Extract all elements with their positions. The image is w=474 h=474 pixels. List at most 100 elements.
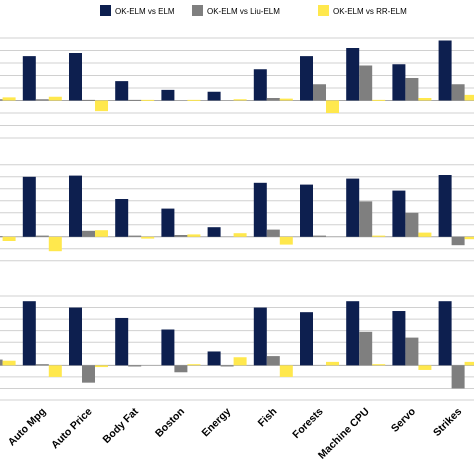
bar-ok-elm-vs-elm-machine-cpu <box>346 178 360 237</box>
legend-label-ok-elm-vs-rr-elm: OK-ELM vs RR-ELM <box>333 7 407 16</box>
bar-ok-elm-vs-rr-elm-auto-mpg <box>48 96 62 101</box>
bar-ok-elm-vs-elm-boston <box>161 89 175 101</box>
bar-ok-elm-vs-rr-elm-energy <box>233 233 247 237</box>
bar-ok-elm-vs-rr-elm-strikes <box>464 94 474 101</box>
x-tick-label-fish: Fish <box>256 406 280 430</box>
bar-ok-elm-vs-liu-elm-boston <box>174 235 188 237</box>
bar-ok-elm-vs-liu-elm-auto-mpg <box>35 99 49 101</box>
x-axis-labels: Auto Mpg Auto Price Body Fat Boston Energy Fi… <box>6 405 465 461</box>
chart-legend: OK-ELM vs ELM OK-ELM vs Liu-ELM OK-ELM vs … <box>100 5 407 16</box>
bar-ok-elm-vs-liu-elm-strikes <box>451 84 465 101</box>
bar-ok-elm-vs-rr-elm-cat-0 <box>2 97 16 101</box>
bar-ok-elm-vs-elm-body-fat <box>115 317 129 366</box>
bar-ok-elm-vs-liu-elm-servo <box>405 337 419 366</box>
bar-ok-elm-vs-rr-elm-servo <box>418 98 432 101</box>
bar-ok-elm-vs-liu-elm-boston <box>174 365 188 373</box>
bar-ok-elm-vs-elm-machine-cpu <box>346 48 360 101</box>
bar-ok-elm-vs-liu-elm-energy <box>220 365 234 367</box>
bar-ok-elm-vs-elm-servo <box>392 311 406 366</box>
bar-ok-elm-vs-liu-elm-auto-price <box>82 365 95 383</box>
bar-ok-elm-vs-liu-elm-servo <box>405 212 419 237</box>
bar-ok-elm-vs-rr-elm-auto-price <box>95 230 108 237</box>
bar-ok-elm-vs-rr-elm-energy <box>233 99 247 101</box>
bar-ok-elm-vs-liu-elm-strikes <box>451 236 465 246</box>
bar-ok-elm-vs-elm-strikes <box>438 175 452 237</box>
x-tick-label-auto-price: Auto Price <box>49 406 95 452</box>
bar-ok-elm-vs-rr-elm-cat-0 <box>2 360 16 366</box>
bar-ok-elm-vs-rr-elm-servo <box>418 232 432 237</box>
bar-ok-elm-vs-rr-elm-forests <box>326 361 339 366</box>
bar-ok-elm-vs-elm-strikes <box>438 301 452 366</box>
bar-ok-elm-vs-elm-energy <box>207 351 221 366</box>
bar-ok-elm-vs-liu-elm-auto-mpg <box>35 235 49 237</box>
bar-ok-elm-vs-rr-elm-boston <box>187 99 201 101</box>
bar-ok-elm-vs-elm-fish <box>253 69 267 101</box>
bar-ok-elm-vs-rr-elm-auto-price <box>95 365 108 368</box>
bar-ok-elm-vs-rr-elm-servo <box>418 365 432 370</box>
bar-ok-elm-vs-liu-elm-fish <box>266 356 280 366</box>
bar-ok-elm-vs-rr-elm-energy <box>233 357 247 366</box>
bar-ok-elm-vs-rr-elm-fish <box>279 98 293 101</box>
x-tick-label-auto-mpg: Auto Mpg <box>6 406 49 449</box>
bar-ok-elm-vs-liu-elm-body-fat <box>128 365 142 367</box>
panel-2 <box>0 164 474 262</box>
bar-ok-elm-vs-rr-elm-strikes <box>464 236 474 240</box>
legend-swatch-ok-elm-vs-rr-elm <box>318 5 329 16</box>
chart-panels <box>0 37 474 401</box>
bar-ok-elm-vs-liu-elm-fish <box>266 229 280 237</box>
bar-ok-elm-vs-elm-forests <box>300 184 313 237</box>
bar-ok-elm-vs-liu-elm-machine-cpu <box>359 201 373 237</box>
bar-ok-elm-vs-elm-boston <box>161 329 175 366</box>
legend-label-ok-elm-vs-elm: OK-ELM vs ELM <box>115 7 175 16</box>
bar-ok-elm-vs-liu-elm-fish <box>266 98 280 101</box>
bar-ok-elm-vs-elm-energy <box>207 91 221 101</box>
bar-ok-elm-vs-elm-auto-mpg <box>22 176 36 237</box>
bar-ok-elm-vs-liu-elm-forests <box>313 235 326 237</box>
bar-ok-elm-vs-elm-body-fat <box>115 81 129 101</box>
bar-ok-elm-vs-liu-elm-auto-mpg <box>35 364 49 366</box>
bar-ok-elm-vs-liu-elm-cat-0 <box>0 236 3 238</box>
bar-ok-elm-vs-rr-elm-fish <box>279 236 293 245</box>
bar-ok-elm-vs-elm-servo <box>392 190 406 237</box>
bar-ok-elm-vs-liu-elm-auto-price <box>82 230 95 237</box>
bar-ok-elm-vs-rr-elm-forests <box>326 100 339 113</box>
bar-ok-elm-vs-elm-fish <box>253 307 267 366</box>
bar-ok-elm-vs-liu-elm-machine-cpu <box>359 331 373 366</box>
x-tick-label-strikes: Strikes <box>431 406 464 439</box>
bar-ok-elm-vs-rr-elm-strikes <box>464 361 474 366</box>
bar-ok-elm-vs-liu-elm-cat-0 <box>0 359 3 366</box>
bar-ok-elm-vs-liu-elm-body-fat <box>128 99 142 101</box>
bar-ok-elm-vs-rr-elm-fish <box>279 365 293 377</box>
bar-ok-elm-vs-rr-elm-machine-cpu <box>372 99 386 101</box>
bar-ok-elm-vs-liu-elm-machine-cpu <box>359 65 373 101</box>
x-tick-label-boston: Boston <box>153 406 187 440</box>
bar-ok-elm-vs-elm-servo <box>392 64 406 101</box>
x-tick-label-forests: Forests <box>290 406 325 441</box>
bar-ok-elm-vs-rr-elm-cat-0 <box>2 236 16 241</box>
x-tick-label-energy: Energy <box>200 406 234 440</box>
bar-ok-elm-vs-liu-elm-cat-0 <box>0 99 3 101</box>
bar-ok-elm-vs-elm-body-fat <box>115 199 129 237</box>
panel-1 <box>0 37 474 139</box>
bar-ok-elm-vs-elm-forests <box>300 56 313 101</box>
bar-ok-elm-vs-elm-machine-cpu <box>346 301 360 366</box>
bar-ok-elm-vs-rr-elm-boston <box>187 234 201 237</box>
bar-ok-elm-vs-rr-elm-body-fat <box>141 99 155 101</box>
legend-swatch-ok-elm-vs-liu-elm <box>192 5 203 16</box>
x-tick-label-servo: Servo <box>389 406 418 435</box>
bar-ok-elm-vs-elm-auto-mpg <box>22 301 36 366</box>
bar-ok-elm-vs-liu-elm-auto-price <box>82 99 95 101</box>
legend-swatch-ok-elm-vs-elm <box>100 5 111 16</box>
bar-ok-elm-vs-liu-elm-strikes <box>451 365 465 389</box>
bar-ok-elm-vs-elm-auto-price <box>69 307 82 366</box>
bar-ok-elm-vs-elm-energy <box>207 227 221 237</box>
panel-3 <box>0 295 474 401</box>
x-tick-label-body-fat: Body Fat <box>101 405 142 446</box>
bar-ok-elm-vs-rr-elm-machine-cpu <box>372 235 386 237</box>
bar-ok-elm-vs-elm-auto-price <box>69 175 82 237</box>
bar-ok-elm-vs-rr-elm-auto-price <box>95 100 108 112</box>
bar-ok-elm-vs-liu-elm-forests <box>313 84 326 101</box>
bar-ok-elm-vs-liu-elm-body-fat <box>128 235 142 237</box>
bar-ok-elm-vs-elm-auto-mpg <box>22 56 36 101</box>
